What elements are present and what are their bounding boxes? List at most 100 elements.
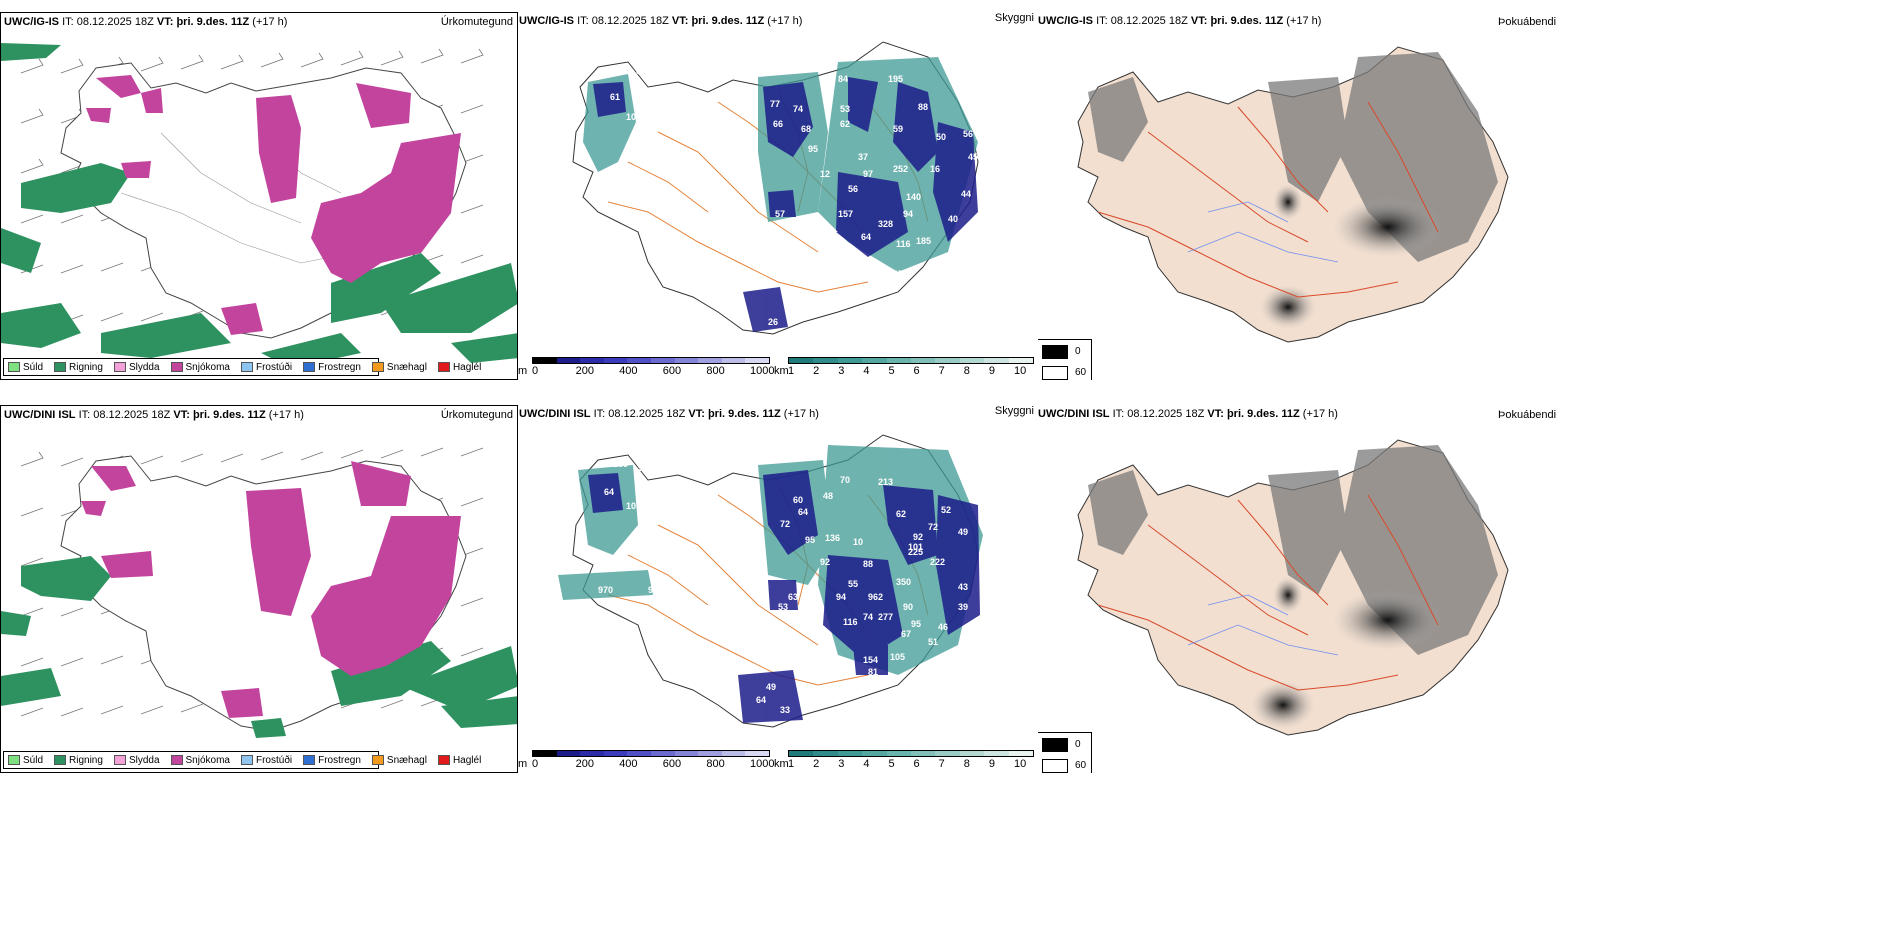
colorbar-tick: 3: [838, 365, 845, 377]
legend-item: Haglél: [437, 362, 481, 373]
vis-value-label: 81: [868, 667, 878, 677]
ceiling-colorbar-row1: m 0 200 400 600 800 1000: [518, 357, 774, 379]
vis-value-label: 51: [928, 637, 938, 647]
legend-swatch: [54, 755, 67, 765]
vis-value-label: 48: [955, 244, 965, 254]
vis-value-label: 56: [848, 184, 858, 194]
vis-value-label: 56: [963, 129, 973, 139]
vis-value-label: 57: [775, 209, 785, 219]
model-name: UWC/IG-IS: [4, 16, 59, 28]
vis-value-label: 68: [801, 124, 811, 134]
colorbar-strip: [532, 750, 770, 757]
it-label: IT:: [1112, 408, 1125, 420]
model-name: UWC/IG-IS: [519, 15, 574, 27]
vt-value: þri. 9.des. 11Z: [1210, 15, 1284, 27]
vis-value-label: 96: [828, 229, 838, 239]
vis-value-label: 63: [788, 592, 798, 602]
rivers: [1187, 201, 1339, 263]
legend-swatch: [170, 755, 183, 765]
vt-label: VT:: [173, 409, 190, 421]
colorbar-strip: [788, 750, 1034, 757]
colorbar-tick: 5: [888, 758, 895, 770]
precip-header-row2: UWC/DINI ISL IT: 08.12.2025 18Z VT: þri.…: [4, 409, 304, 421]
vis-value-label: 52: [638, 463, 648, 473]
legend-item: Frostregn: [303, 362, 361, 373]
vis-value-label: 10: [853, 537, 863, 547]
vis-value-label: 44: [961, 189, 971, 199]
vis-value-label: 90: [903, 602, 913, 612]
vis-value-label: 74: [793, 104, 803, 114]
vis-value-label: 33: [780, 705, 790, 715]
colorbar-strip: [788, 357, 1034, 364]
legend-swatch: [437, 362, 450, 372]
fog-key-light-swatch: [1042, 366, 1068, 380]
vt-label: VT:: [1190, 15, 1208, 27]
legend-swatch: [8, 362, 20, 372]
vis-value-label: 77: [770, 99, 780, 109]
vt-label: VT:: [156, 16, 174, 28]
colorbar-tick: 9: [988, 365, 995, 377]
lead-time: (+17 h): [1286, 15, 1322, 27]
lead-time: (+17 h): [268, 409, 304, 421]
it-value: 08.12.2025 18Z: [1110, 15, 1188, 27]
legend-item: Slydda: [113, 754, 160, 766]
lead-time: (+17 h): [252, 16, 288, 28]
vis-value-label: 59: [928, 259, 938, 269]
vis-value-label: 277: [878, 612, 893, 622]
fog-dark-areas: [1251, 577, 1443, 729]
colorbar-tick: 8: [963, 758, 970, 770]
vis-value-label: 61: [610, 92, 620, 102]
vis-value-label: 157: [838, 209, 853, 219]
vis-value-label: 64: [798, 507, 808, 517]
model-name: UWC/DINI ISL: [519, 408, 591, 420]
vis-value-label: 136: [825, 533, 840, 543]
it-value: 08.12.2025 18Z: [76, 16, 154, 28]
vis-value-label: 252: [893, 164, 908, 174]
precip-legend-row2: Súld Rigning Slydda Snjókoma Frostúði Frostre…: [3, 751, 481, 769]
vis-value-label: 213: [878, 477, 893, 487]
fog-dark-areas: [1260, 184, 1443, 329]
vis-title-row1: Skyggni: [994, 12, 1034, 24]
vis-value-label: 62: [840, 119, 850, 129]
vt-value: þri. 9.des. 11Z: [691, 15, 765, 27]
vis-value-label: 92: [820, 557, 830, 567]
colorbar-tick: 200: [575, 758, 594, 770]
ceiling-vis-panel-row2: 189 52 64 105 13 89 60 64 48 72 70 95 136 92 213 62 52 10…: [518, 405, 1038, 773]
it-label: IT:: [78, 409, 91, 421]
fog-key-dark-swatch: [1042, 345, 1068, 359]
lead-time: (+17 h): [783, 408, 819, 420]
vt-label: VT:: [671, 15, 689, 27]
snow-areas: [81, 461, 461, 718]
vis-value-label: 50: [936, 132, 946, 142]
legend-label: Haglél: [452, 754, 482, 766]
precip-header-row1: UWC/IG-IS IT: 08.12.2025 18Z VT: þri. 9.…: [4, 16, 287, 28]
legend-item: Rigning: [54, 362, 103, 373]
legend-label: Snæhagl: [386, 361, 427, 373]
fog-roads: [1097, 101, 1439, 298]
precip-title-row1: Úrkomutegund: [440, 16, 513, 28]
vis-value-label: 45: [968, 152, 978, 162]
legend-item: Rigning: [54, 755, 103, 766]
colorbar-strip: [532, 357, 770, 364]
fog-key-dark-label: 0: [1075, 739, 1081, 750]
vis-value-label: 62: [896, 509, 906, 519]
it-value: 08.12.2025 18Z: [591, 15, 669, 27]
rain-areas: [1, 43, 517, 368]
colorbar-tick: 1: [788, 365, 795, 377]
ceiling-colorbar-row2: m 0 200 400 600 800 1000: [518, 750, 774, 772]
fog-title-row1: Þokuábendi: [1498, 16, 1557, 28]
vis-value-label: 53: [840, 104, 850, 114]
legend-swatch: [371, 362, 384, 372]
legend-label: Frostregn: [318, 754, 361, 766]
snow-areas: [86, 75, 461, 335]
legend-label: Slydda: [128, 754, 160, 766]
vis-value-label: 89: [665, 487, 675, 497]
legend-label: Frostregn: [318, 361, 361, 373]
it-label: IT:: [1096, 15, 1108, 27]
colorbar-tick: 600: [662, 365, 682, 377]
vis-value-label: 67: [901, 629, 911, 639]
vis-value-label: 12: [820, 169, 830, 179]
vis-map-row2: 189 52 64 105 13 89 60 64 48 72 70 95 136 92 213 62 52 10…: [558, 434, 983, 728]
colorbar-unit: m: [518, 365, 528, 377]
vis-value-label: 49: [958, 527, 968, 537]
